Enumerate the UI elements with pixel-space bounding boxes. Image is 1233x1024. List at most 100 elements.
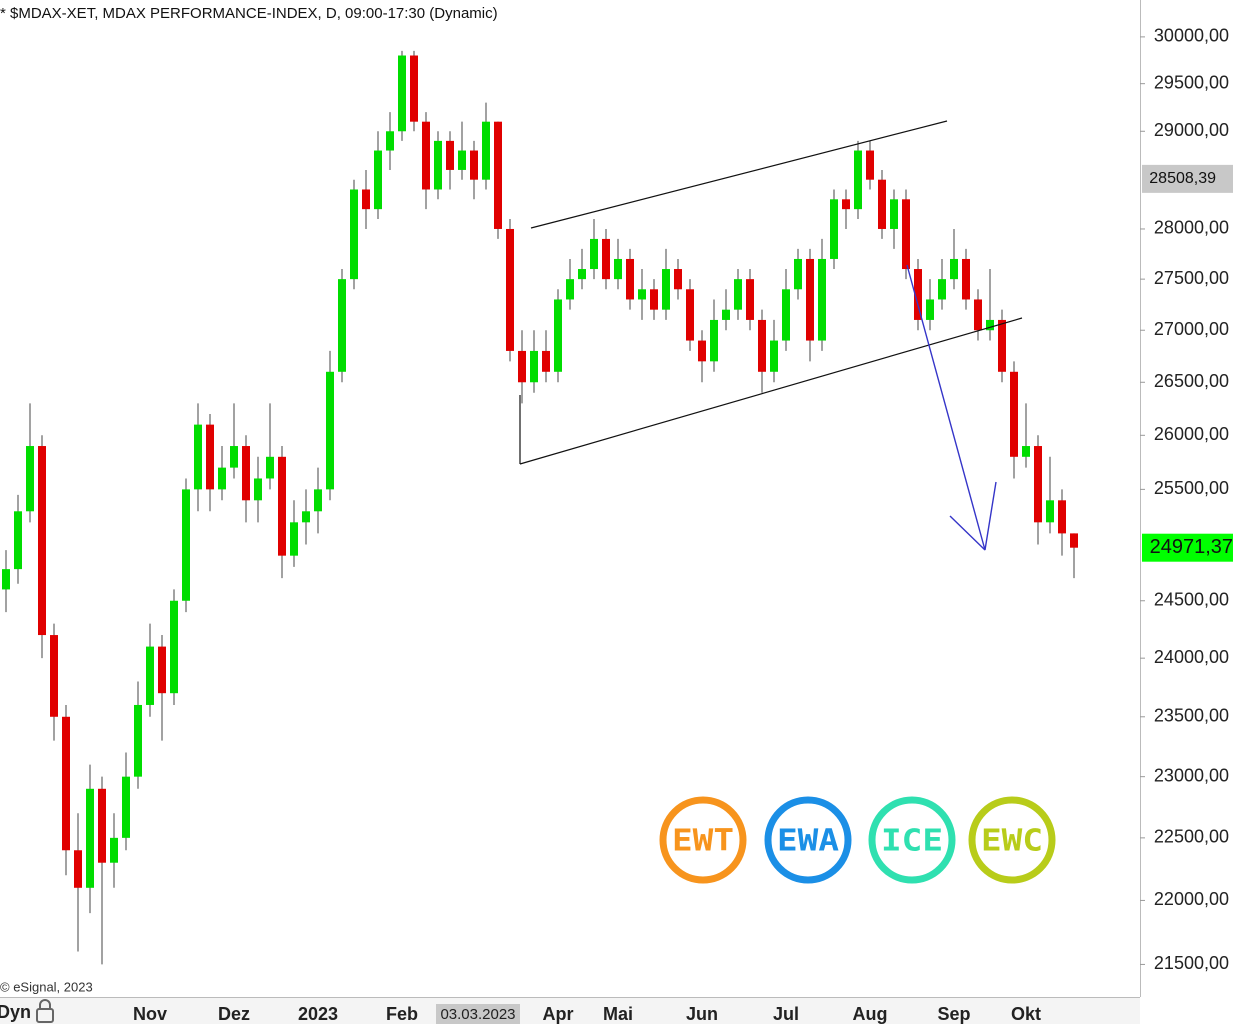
candle-body	[1058, 500, 1066, 534]
x-tick-label: Feb	[386, 1004, 418, 1024]
candle-body	[974, 299, 982, 331]
candle-body	[314, 489, 322, 512]
candle-body	[158, 646, 166, 694]
candle-body	[950, 258, 958, 280]
candle-body	[866, 150, 874, 180]
x-tick-label: 2023	[298, 1004, 338, 1024]
y-tick-label: 22000,00	[1154, 889, 1229, 909]
candle-body	[206, 424, 214, 490]
x-tick-highlight	[436, 1004, 520, 1024]
candle-body	[374, 150, 382, 210]
y-tick-label: 23500,00	[1154, 706, 1229, 726]
copyright: © eSignal, 2023	[0, 979, 93, 994]
price-marker	[1142, 533, 1233, 562]
candle-body	[542, 350, 550, 372]
candle-body	[50, 635, 58, 717]
candle-body	[554, 299, 562, 372]
candle-body	[890, 199, 898, 229]
candle-body	[758, 319, 766, 372]
logo-text: EWT	[672, 824, 734, 859]
x-tick-label: 03.03.2023	[440, 1006, 515, 1023]
candle-body	[470, 150, 478, 180]
candle-body	[734, 279, 742, 310]
y-tick-label: 21500,00	[1154, 953, 1229, 973]
candle-body	[122, 776, 130, 838]
candle-body	[566, 279, 574, 300]
y-tick-label: 22500,00	[1154, 827, 1229, 847]
candle-body	[422, 121, 430, 190]
logo-text: EWA	[777, 824, 839, 859]
candle-body	[410, 55, 418, 122]
x-tick-label: Dez	[218, 1004, 250, 1024]
y-tick-label: 26500,00	[1154, 371, 1229, 391]
candle-body	[1046, 500, 1054, 523]
candle-body	[242, 446, 250, 501]
candle-body	[602, 238, 610, 280]
candle-body	[434, 140, 442, 190]
candle-body	[482, 121, 490, 180]
candles	[2, 50, 1078, 965]
candle-body	[2, 569, 10, 590]
y-tick-label: 24500,00	[1154, 590, 1229, 610]
candle-body	[830, 199, 838, 259]
y-tick-label: 29500,00	[1154, 72, 1229, 92]
logo-ring	[764, 796, 852, 884]
candle-body	[26, 446, 34, 512]
x-tick-label: Nov	[133, 1004, 167, 1024]
candle-body	[386, 131, 394, 151]
x-tick-label: Jun	[686, 1004, 718, 1024]
candle-body	[302, 511, 310, 523]
candle-body	[398, 55, 406, 132]
y-tick-label: 23000,00	[1154, 765, 1229, 785]
axis-panel	[1140, 0, 1233, 1024]
candle-body	[14, 511, 22, 570]
candle-body	[62, 716, 70, 851]
logo-text: EWC	[981, 824, 1043, 859]
forecast-arrow	[949, 515, 986, 551]
candle-body	[746, 279, 754, 320]
price-marker	[1142, 164, 1233, 193]
candle-body	[986, 319, 994, 331]
candle-body	[278, 456, 286, 556]
candle-body	[650, 289, 658, 310]
candle-body	[134, 704, 142, 777]
lock-icon	[36, 999, 54, 1023]
candle-body	[110, 837, 118, 863]
y-tick-label: 25500,00	[1154, 478, 1229, 498]
candle-body	[1022, 446, 1030, 457]
candle-body	[194, 424, 202, 490]
x-tick-label: Sep	[937, 1004, 970, 1024]
candle-body	[1010, 371, 1018, 457]
drawings	[519, 120, 1023, 551]
y-tick-label: 27500,00	[1154, 268, 1229, 288]
candle-body	[38, 446, 46, 636]
x-tick-label: Okt	[1011, 1004, 1041, 1024]
y-tick-label: 26000,00	[1154, 424, 1229, 444]
candle-body	[770, 340, 778, 372]
time-axis-panel	[0, 997, 1140, 1024]
candle-body	[722, 309, 730, 320]
candle-body	[686, 289, 694, 341]
candle-body	[902, 199, 910, 270]
candle-body	[170, 600, 178, 694]
candle-body	[698, 340, 706, 362]
candle-body	[854, 150, 862, 210]
candle-body	[266, 456, 274, 479]
candle-body	[842, 199, 850, 210]
mode-button[interactable]: Dyn	[0, 1002, 31, 1022]
price-marker-label: 28508,39	[1149, 170, 1216, 187]
logo-ring	[968, 796, 1056, 884]
logo-ring	[868, 796, 956, 884]
y-tick-label: 30000,00	[1154, 26, 1229, 46]
candle-body	[146, 646, 154, 705]
candle-body	[446, 140, 454, 170]
candle-body	[626, 258, 634, 300]
candle-body	[230, 446, 238, 468]
candle-body	[1034, 446, 1042, 523]
x-tick-label: Jul	[773, 1004, 799, 1024]
y-tick-label: 29000,00	[1154, 120, 1229, 140]
candle-body	[878, 179, 886, 229]
logo-ring	[659, 796, 747, 884]
candle-body	[218, 467, 226, 490]
